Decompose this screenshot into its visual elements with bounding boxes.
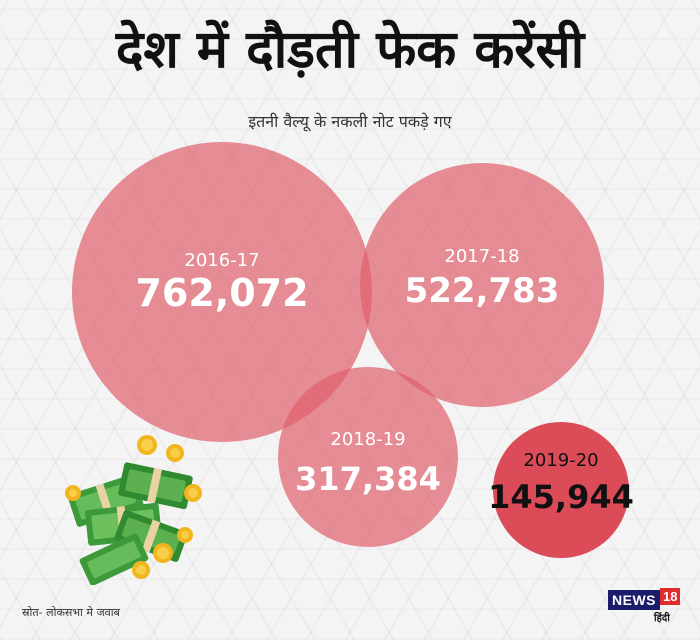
news18-logo: NEWS 18 हिंदी xyxy=(608,588,681,624)
bubble-year-label: 2018-19 xyxy=(330,429,405,450)
bubble-value-label: 145,944 xyxy=(488,478,634,516)
chart-title: देश में दौड़ती फेक करेंसी xyxy=(115,20,585,80)
money-stack-illustration xyxy=(65,435,202,585)
bubble-year-label: 2016-17 xyxy=(184,250,259,271)
bubble-2016-17 xyxy=(72,142,372,442)
bubble-year-label: 2019-20 xyxy=(523,450,598,471)
bubble-value-label: 522,783 xyxy=(405,271,560,311)
bubble-year-label: 2017-18 xyxy=(444,246,519,267)
bubble-2019-20 xyxy=(493,422,629,558)
source-note: स्रोत- लोकसभा मे जवाब xyxy=(22,606,120,619)
brand-language: हिंदी xyxy=(654,613,670,624)
bubble-value-label: 762,072 xyxy=(135,271,308,315)
bubble-2017-18 xyxy=(360,163,604,407)
bubble-value-label: 317,384 xyxy=(295,460,441,498)
brand-number: 18 xyxy=(660,588,681,605)
bubble-2018-19 xyxy=(278,367,458,547)
chart-subtitle: इतनी वैल्यू के नकली नोट पकड़े गए xyxy=(248,112,452,131)
brand-name: NEWS xyxy=(608,590,660,610)
